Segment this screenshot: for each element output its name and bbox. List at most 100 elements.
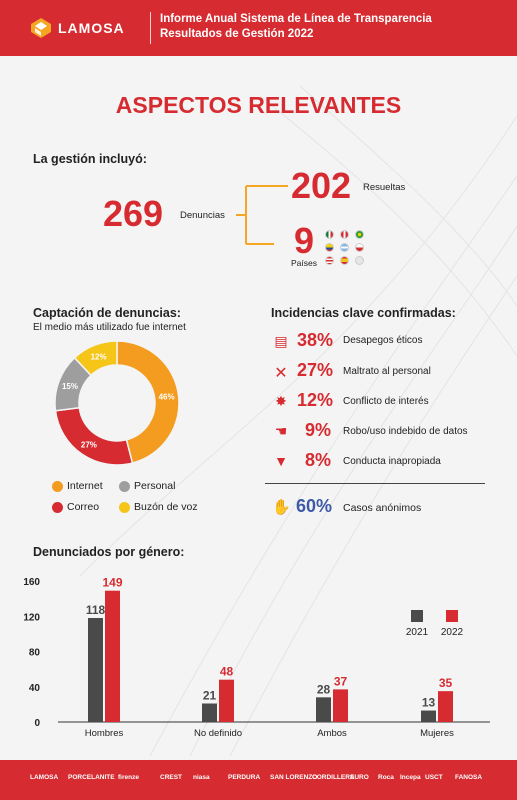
resueltas-label: Resueltas [363, 182, 406, 193]
header-title-line2: Resultados de Gestión 2022 [160, 28, 314, 40]
anonimos-label: Casos anónimos [343, 502, 422, 514]
legend-buzon-label: Buzón de voz [134, 501, 198, 513]
resueltas-value: 202 [291, 165, 352, 206]
y-tick-label: 120 [23, 612, 40, 623]
gestion-intro: La gestión incluyó: [33, 152, 147, 166]
usa-flag-icon [325, 256, 334, 265]
bar-value-label: 28 [317, 682, 331, 696]
legend-swatch-2021 [411, 610, 423, 622]
logo-text: LAMOSA [58, 20, 125, 36]
brazil-flag-icon [355, 230, 364, 239]
page-title: ASPECTOS RELEVANTES [115, 92, 402, 118]
handshake-icon: ✋ [272, 499, 291, 516]
incidencia-pct-4: 8% [305, 450, 332, 470]
background-curves [79, 85, 517, 756]
donut-label-2: 15% [62, 382, 78, 391]
thumbs-down-icon: ▼ [274, 453, 288, 469]
bar-value-label: 118 [86, 603, 106, 617]
category-label: Hombres [85, 728, 124, 739]
bar-2021-0 [88, 618, 103, 722]
legend-label-2022: 2022 [441, 627, 464, 638]
legend-internet-label: Internet [67, 480, 103, 492]
donut-slice-0 [116, 340, 180, 464]
incidencia-pct-3: 9% [305, 420, 332, 440]
bar-value-label: 149 [102, 576, 122, 590]
chile-flag-icon [355, 243, 364, 252]
legend-personal-label: Personal [134, 480, 176, 492]
legend-buzon-dot [119, 502, 130, 513]
argentina-flag-icon [340, 243, 349, 252]
incidencia-label-3: Robo/uso indebido de datos [343, 426, 468, 437]
footer-brand-logo: FANOSA [455, 774, 483, 781]
bar-2021-1 [202, 703, 217, 722]
peru-flag-icon [340, 230, 349, 239]
footer-brand-logo: CREST [160, 774, 183, 781]
footer-brand-logo: Roca [378, 774, 394, 781]
hand-icon: ☚ [274, 423, 288, 439]
genero-title: Denunciados por género: [33, 545, 185, 559]
footer-brand-logo: PORCELANITE [68, 774, 115, 781]
y-tick-label: 160 [23, 577, 40, 588]
footer-brand-logo: LAMOSA [30, 774, 59, 781]
paises-label: Países [291, 258, 317, 268]
incidencia-label-2: Conflicto de interés [343, 396, 429, 407]
bar-value-label: 48 [220, 665, 234, 679]
donut-chart: 46% 27% 15% 12% [54, 340, 180, 466]
legend-swatch-2022 [446, 610, 458, 622]
footer-brand-logo: EURO [350, 774, 369, 781]
incidencia-label-0: Desapegos éticos [343, 335, 423, 346]
incidencias-divider [265, 483, 485, 484]
bar-2022-1 [219, 679, 234, 722]
cross-icon: ✕ [274, 365, 288, 382]
y-tick-label: 40 [29, 683, 41, 694]
donut-slice-3 [73, 340, 118, 377]
donut-label-3: 12% [91, 353, 107, 362]
legend-correo-dot [52, 502, 63, 513]
bar-value-label: 37 [334, 674, 348, 688]
footer-brand-logo: firenze [118, 774, 139, 781]
bracket-connector [236, 185, 288, 245]
footer-brands-bar: LAMOSA PORCELANITE firenze CREST niasa PERDUR… [0, 760, 517, 800]
bar-2022-2 [333, 689, 348, 722]
denuncias-label: Denuncias [180, 210, 225, 221]
incidencia-pct-0: 38% [297, 330, 334, 350]
incidencias-title: Incidencias clave confirmadas: [271, 306, 456, 320]
header-divider [150, 12, 151, 44]
donut-label-0: 46% [159, 393, 175, 402]
category-label: Mujeres [420, 728, 454, 739]
header-title-line1: Informe Anual Sistema de Línea de Transp… [160, 13, 432, 25]
captacion-title: Captación de denuncias: [33, 306, 181, 320]
footer-brand-logo: CORDILLERA [312, 774, 355, 781]
lamosa-logo: LAMOSA [30, 17, 125, 39]
footer-brand-logo: Incepa [400, 774, 421, 781]
denuncias-value: 269 [103, 193, 164, 234]
incidencia-label-1: Maltrato al personal [343, 366, 431, 377]
bar-2022-0 [105, 590, 120, 722]
legend-label-2021: 2021 [406, 627, 429, 638]
header-title: Informe Anual Sistema de Línea de Transp… [160, 12, 432, 42]
legend-personal-dot [119, 481, 130, 492]
captacion-subtitle: El medio más utilizado fue internet [33, 322, 186, 333]
spain-flag-icon [340, 256, 349, 265]
footer-brand-logo: SAN LORENZO [270, 774, 318, 781]
bar-value-label: 21 [203, 688, 217, 702]
y-tick-label: 0 [34, 718, 40, 729]
bar-2021-3 [421, 710, 436, 722]
legend-correo-label: Correo [67, 501, 100, 513]
y-tick-label: 80 [29, 648, 41, 659]
footer-brand-logo: USCT [425, 774, 443, 781]
legend-internet-dot [52, 481, 63, 492]
footer-brand-logo: niasa [193, 774, 210, 781]
colombia-flag-icon [325, 243, 334, 252]
category-label: No definido [194, 728, 242, 739]
incidencia-pct-1: 27% [297, 360, 334, 380]
incidencia-pct-2: 12% [297, 390, 334, 410]
header-bar: LAMOSA Informe Anual Sistema de Línea de… [0, 0, 517, 56]
incidencia-label-4: Conducta inapropiada [343, 456, 441, 467]
document-icon: ▤ [274, 333, 288, 349]
bar-value-label: 35 [439, 676, 453, 690]
anonimos-pct: 60% [296, 496, 333, 516]
donut-label-1: 27% [81, 440, 97, 449]
burst-icon: ✸ [275, 393, 287, 409]
category-label: Ambos [317, 728, 347, 739]
